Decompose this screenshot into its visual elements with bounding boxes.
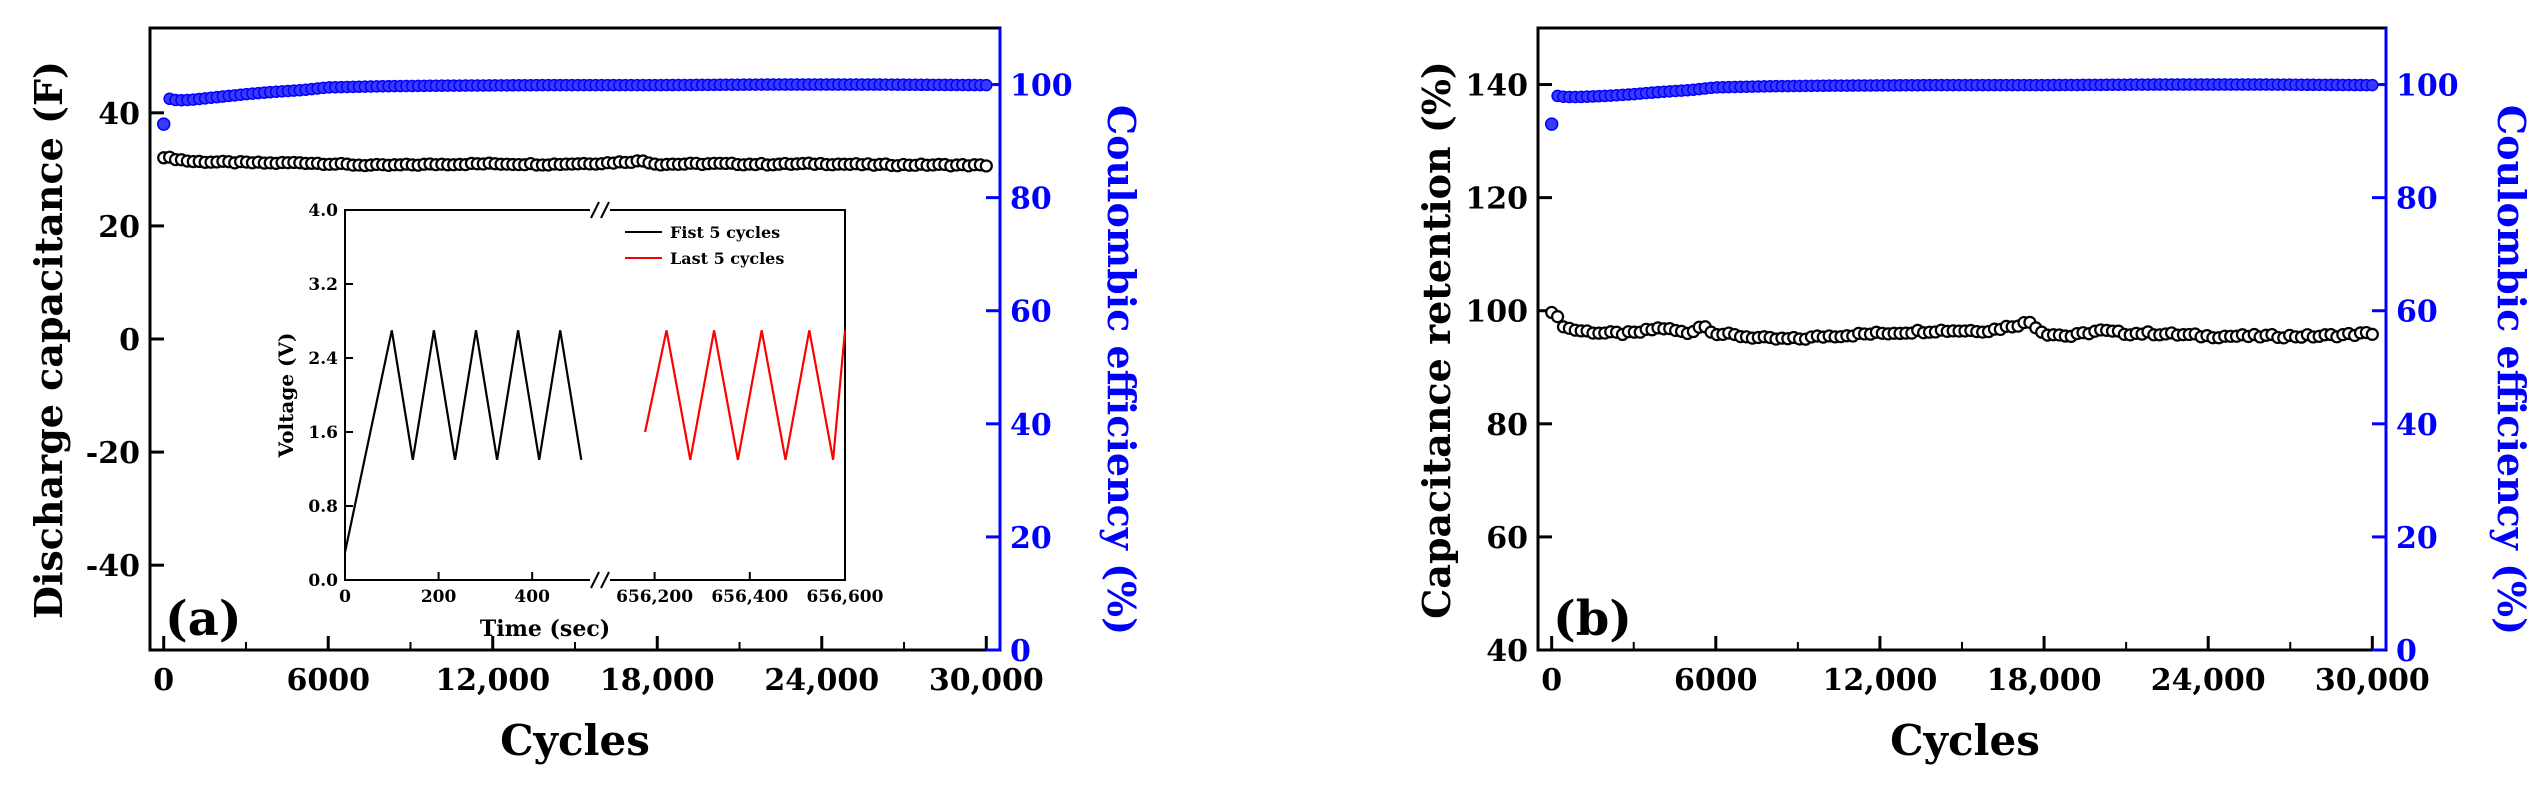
panel-a-inset: Voltage (V) Time (sec) 0.0 0.8 1.6 2.4 3.2 4.…: [274, 201, 884, 642]
panel-b-y2tick-label: 60: [2396, 295, 2438, 330]
inset-xtick-label: 656,600: [807, 587, 884, 607]
panel-a-ticks: 0 6000 12,000 18,000 24,000 30,000-40-2002040…: [86, 28, 1073, 698]
panel-b-capacitance-point: [1550, 310, 1565, 324]
inset-legend-label-1: Fist 5 cycles: [670, 223, 780, 242]
panel-a-ytick-label: 40: [98, 97, 140, 132]
panel-b-ytick-label: 60: [1486, 521, 1528, 556]
panel-a-y2tick-label: 20: [1010, 521, 1052, 556]
panel-a-label: (a): [165, 591, 242, 647]
panel-a-ytick-label: -20: [86, 436, 140, 471]
panel-b-y2tick-label: 80: [2396, 182, 2438, 217]
panel-b-xlabel: Cycles: [1890, 716, 2040, 765]
panel-b-xtick-label: 18,000: [1987, 663, 2102, 698]
inset-xtick-label: 400: [514, 587, 550, 607]
panel-a-ytick-label: 0: [119, 323, 140, 358]
panel-b-ytick-label: 140: [1465, 69, 1528, 104]
panel-b-xtick-label: 24,000: [2151, 663, 2266, 698]
panel-a-y2tick-label: 60: [1010, 295, 1052, 330]
panel-b-coulombic-point: [1544, 117, 1559, 131]
panel-b-y2tick-label: 40: [2396, 408, 2438, 443]
panel-a-xlabel: Cycles: [500, 716, 650, 765]
panel-a-y2tick-label: 0: [1010, 634, 1031, 669]
panel-b-xtick-label: 0: [1541, 663, 1562, 698]
panel-b-ytick-label: 100: [1465, 295, 1528, 330]
inset-line-last-5-cycles: [644, 330, 847, 460]
inset-frame: [344, 209, 846, 581]
panel-b-ytick-label: 40: [1486, 634, 1528, 669]
inset-ytick-label: 3.2: [308, 275, 338, 295]
panel-b-y2tick-label: 0: [2396, 634, 2417, 669]
inset-ylabel: Voltage (V): [274, 333, 298, 459]
inset-series: [343, 330, 847, 553]
panel-a-xtick-label: 12,000: [435, 663, 550, 698]
panel-b-capacitance-point: [2365, 327, 2379, 341]
panel-a-coulombic-point: [156, 117, 171, 131]
panel-b-ytick-label: 120: [1465, 182, 1528, 217]
panel-a-ytick-label: 20: [98, 210, 140, 245]
inset-legend-label-2: Last 5 cycles: [670, 249, 784, 268]
panel-b: Capacitance retention (%) Coulombic effi…: [1414, 26, 2534, 765]
panel-a-xtick-label: 30,000: [929, 663, 1044, 698]
panel-a-y2tick-label: 80: [1010, 182, 1052, 217]
panel-b-ylabel: Capacitance retention (%): [1414, 61, 1459, 619]
panel-b-coulombic-point: [2366, 78, 2379, 92]
inset-xtick-label: 200: [421, 587, 457, 607]
panel-b-ytick-label: 80: [1486, 408, 1528, 443]
inset-ytick-label: 1.6: [308, 423, 338, 443]
panel-a-ytick-label: -40: [86, 549, 140, 584]
inset-line-first-5-cycles: [343, 330, 583, 553]
panel-a-series: [156, 78, 993, 173]
panel-a-ylabel: Discharge capacitance (F): [26, 61, 71, 619]
inset-ytick-label: 4.0: [308, 201, 338, 221]
panel-b-label: (b): [1553, 591, 1632, 647]
panel-b-xtick-label: 12,000: [1823, 663, 1938, 698]
panel-a-capacitance-point: [979, 159, 993, 173]
inset-ytick-label: 0.8: [308, 497, 338, 517]
inset-xtick-label: 656,200: [616, 587, 693, 607]
inset-xtick-label: 0: [339, 587, 351, 607]
panel-a-y2label: Coulombic efficiency (%): [1099, 105, 1144, 635]
panel-a-xtick-label: 18,000: [600, 663, 715, 698]
panel-b-xtick-label: 30,000: [2315, 663, 2430, 698]
inset-ticks: 0.0 0.8 1.6 2.4 3.2 4.0 0 200 400 656,200 656,400 6…: [308, 201, 883, 607]
panel-b-xtick-label: 6000: [1674, 663, 1758, 698]
panel-b-y2label: Coulombic efficiency (%): [2489, 105, 2534, 635]
panel-a-xtick-label: 24,000: [764, 663, 879, 698]
inset-axis-break: [590, 201, 610, 589]
inset-ytick-label: 2.4: [308, 349, 338, 369]
inset-xtick-label: 656,400: [711, 587, 788, 607]
inset-xlabel: Time (sec): [480, 616, 610, 642]
inset-legend: Fist 5 cycles Last 5 cycles: [625, 223, 784, 268]
panel-a-coulombic-point: [980, 78, 993, 92]
panel-a: Discharge capacitance (F) Coulombic effi…: [26, 26, 1144, 765]
inset-ytick-label: 0.0: [308, 571, 338, 591]
panel-a-xtick-label: 0: [153, 663, 174, 698]
panel-a-y2tick-label: 100: [1010, 69, 1073, 104]
panel-a-xtick-label: 6000: [286, 663, 370, 698]
panel-b-series: [1544, 78, 2379, 346]
panel-a-y2tick-label: 40: [1010, 408, 1052, 443]
panel-b-y2tick-label: 20: [2396, 521, 2438, 556]
panel-b-ticks: 0 6000 12,000 18,000 24,000 30,000 40 60 80 100 12…: [1465, 28, 2459, 698]
panel-b-y2tick-label: 100: [2396, 69, 2459, 104]
